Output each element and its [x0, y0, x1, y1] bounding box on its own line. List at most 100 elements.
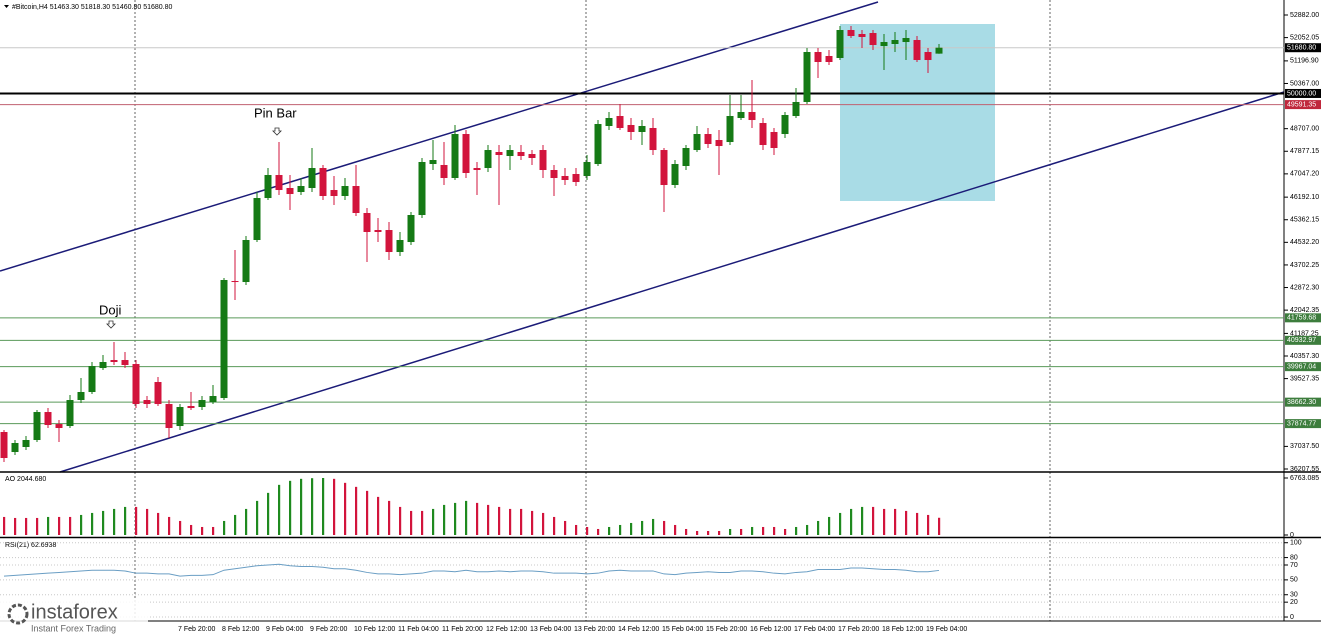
y-tick-label: 20	[1290, 599, 1298, 606]
level-tag	[1285, 100, 1321, 110]
header-close: 51680.80	[143, 4, 172, 11]
y-tick-label: 47877.15	[1290, 148, 1319, 155]
ao-bar	[289, 480, 292, 536]
ao-bar	[795, 526, 798, 536]
candle-body	[11, 443, 19, 453]
y-tick-label: 48707.00	[1290, 126, 1319, 133]
logo-name: instaforex	[31, 601, 118, 623]
candle-body	[517, 152, 525, 157]
candle-body	[451, 134, 459, 179]
level-label: 49591.35	[1287, 101, 1316, 108]
ao-bar	[25, 517, 28, 536]
ao-bar	[476, 502, 479, 536]
header-high: 51818.30	[81, 4, 110, 11]
annotation: Doji	[99, 302, 122, 317]
ao-bar	[278, 484, 281, 536]
level-tag	[1285, 43, 1321, 53]
candle-body	[308, 168, 316, 188]
y-tick-label: 37037.50	[1290, 443, 1319, 450]
level-label: 37874.77	[1287, 420, 1316, 427]
candle-body	[385, 230, 393, 253]
candle-body	[759, 123, 767, 146]
ao-bar	[102, 510, 105, 536]
x-tick-label: 8 Feb 12:00	[222, 626, 259, 633]
ao-bar	[509, 508, 512, 536]
x-tick-label: 7 Feb 20:00	[178, 626, 215, 633]
ao-bar	[663, 520, 666, 536]
ao-bar	[223, 520, 226, 536]
y-tick-label: 45362.15	[1290, 217, 1319, 224]
ao-bar	[355, 486, 358, 536]
ao-bar	[685, 528, 688, 536]
candle-body	[649, 127, 657, 151]
candle-body	[924, 52, 932, 61]
candle-body	[682, 148, 690, 167]
level-label: 41759.68	[1287, 315, 1316, 322]
x-tick-label: 15 Feb 20:00	[706, 626, 747, 633]
ao-bar	[201, 526, 204, 536]
ao-bar	[311, 478, 314, 536]
candle-body	[572, 174, 580, 183]
y-tick-label: 43702.25	[1290, 262, 1319, 269]
candle-body	[473, 168, 481, 171]
y-tick-label: 50	[1290, 577, 1298, 584]
ao-bar	[619, 524, 622, 536]
y-tick-label: 42042.35	[1290, 307, 1319, 314]
logo-background	[0, 598, 148, 636]
x-tick-label: 18 Feb 12:00	[882, 626, 923, 633]
x-tick-label: 16 Feb 12:00	[750, 626, 791, 633]
ao-bar	[377, 496, 380, 536]
ao-bar	[839, 512, 842, 536]
x-tick-label: 10 Feb 12:00	[354, 626, 395, 633]
channel-lower	[59, 91, 1285, 473]
candle-body	[0, 432, 8, 459]
candle-body	[814, 52, 822, 62]
candle-body	[176, 407, 184, 427]
ao-bar	[135, 506, 138, 536]
marks: 52882.00 52052.05 51196.90 50367.00 48707.00…	[0, 12, 1321, 633]
y-tick-label: 44532.20	[1290, 239, 1319, 246]
candle-body	[242, 240, 250, 283]
ao-bar	[806, 524, 809, 536]
candle-body	[374, 230, 382, 232]
candle-body	[264, 175, 272, 199]
ao-bar	[443, 504, 446, 536]
candle-body	[616, 116, 624, 128]
x-tick-label: 11 Feb 04:00	[398, 626, 439, 633]
y-tick-label: 30	[1290, 592, 1298, 599]
candle-body	[462, 134, 470, 173]
candle-body	[55, 424, 63, 429]
ao-bar	[740, 528, 743, 536]
ao-bar	[245, 508, 248, 536]
y-tick-label: 51196.90	[1290, 58, 1319, 65]
annotation: Pin Bar	[254, 105, 297, 120]
candle-body	[880, 42, 888, 47]
candle-body	[528, 153, 536, 158]
candle-body	[440, 164, 448, 179]
ao-bar	[608, 526, 611, 536]
ao-bar	[333, 478, 336, 536]
ao-bar	[179, 520, 182, 536]
candle-body	[165, 404, 173, 429]
candle-body	[506, 150, 514, 157]
ao-bar	[828, 516, 831, 536]
ao-bar	[432, 508, 435, 536]
candle-body	[825, 56, 833, 62]
annotation-arrow	[106, 320, 116, 329]
y-tick-label: 70	[1290, 562, 1298, 569]
ao-bar	[850, 508, 853, 536]
candle-body	[33, 412, 41, 441]
candle-body	[396, 240, 404, 253]
candle-body	[198, 400, 206, 408]
ao-bar	[47, 516, 50, 536]
candle-body	[495, 152, 503, 156]
candle-body	[715, 139, 723, 147]
ao-bar	[410, 510, 413, 536]
level-label: 40932.97	[1287, 337, 1316, 344]
y-tick-label: 46192.10	[1290, 194, 1319, 201]
ao-bar	[531, 510, 534, 536]
ao-bar	[564, 520, 567, 536]
x-tick-label: 9 Feb 04:00	[266, 626, 303, 633]
candle-body	[407, 215, 415, 243]
